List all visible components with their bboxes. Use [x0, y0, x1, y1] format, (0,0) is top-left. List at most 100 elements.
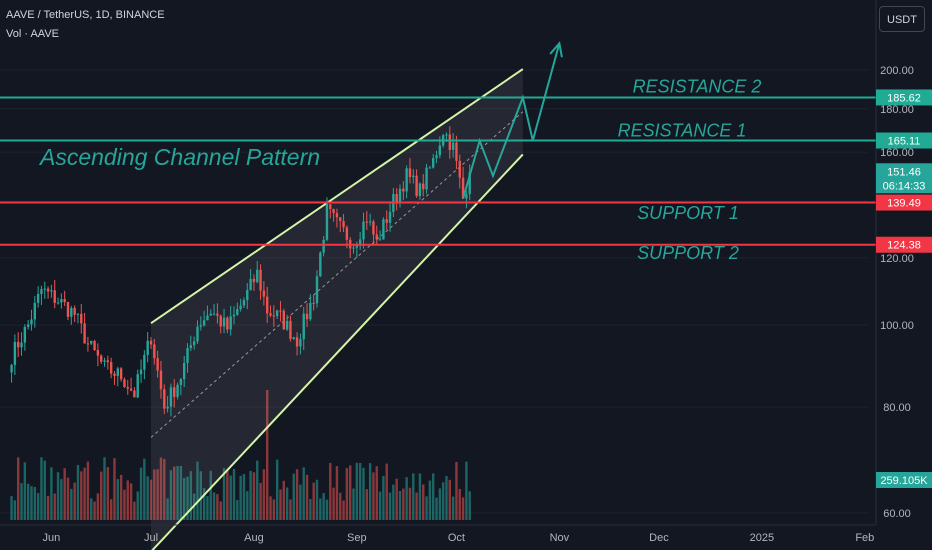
candle-body[interactable] — [202, 320, 206, 326]
candle-body[interactable] — [36, 294, 40, 303]
candle-body[interactable] — [342, 221, 345, 228]
candle-body[interactable] — [465, 194, 468, 199]
candle-body[interactable] — [322, 239, 325, 253]
channel-upper-line[interactable] — [150, 68, 524, 324]
candle-body[interactable] — [239, 305, 242, 310]
candle-body[interactable] — [325, 204, 329, 240]
candle-body[interactable] — [295, 337, 299, 347]
candle-body[interactable] — [259, 269, 262, 291]
candle-body[interactable] — [279, 310, 282, 312]
candle-body[interactable] — [26, 324, 30, 327]
time-axis[interactable]: Jun Jul Aug Sep Oct Nov Dec 2025 Feb — [0, 524, 876, 544]
candle-body[interactable] — [388, 211, 392, 223]
candle-body[interactable] — [126, 387, 129, 389]
candle-body[interactable] — [319, 252, 322, 277]
candle-body[interactable] — [425, 167, 428, 190]
candle-body[interactable] — [385, 219, 388, 223]
candle-body[interactable] — [246, 290, 249, 301]
candle-body[interactable] — [192, 341, 196, 346]
projection-line[interactable] — [462, 43, 561, 199]
candle-body[interactable] — [113, 373, 116, 376]
candle-body[interactable] — [266, 296, 269, 314]
candle-body[interactable] — [329, 204, 332, 210]
candle-body[interactable] — [53, 290, 56, 303]
candle-body[interactable] — [365, 221, 368, 223]
candle-body[interactable] — [422, 183, 425, 190]
candle-body[interactable] — [455, 142, 458, 161]
candle-body[interactable] — [109, 362, 113, 374]
candle-body[interactable] — [86, 343, 90, 345]
candle-body[interactable] — [163, 389, 166, 409]
candle-body[interactable] — [332, 209, 335, 214]
candle-body[interactable] — [123, 379, 126, 388]
candle-body[interactable] — [335, 213, 339, 218]
horizontal-levels[interactable] — [0, 96, 876, 246]
candle-body[interactable] — [196, 326, 199, 342]
candle-body[interactable] — [355, 244, 359, 248]
candle-body[interactable] — [149, 340, 153, 345]
candle-body[interactable] — [212, 313, 216, 315]
ascending-channel[interactable] — [150, 68, 524, 550]
candle-body[interactable] — [20, 342, 23, 348]
candle-body[interactable] — [17, 341, 20, 348]
candle-body[interactable] — [398, 188, 402, 202]
candle-body[interactable] — [312, 302, 315, 304]
candle-body[interactable] — [242, 300, 246, 306]
candle-body[interactable] — [133, 390, 136, 398]
candle-body[interactable] — [232, 314, 236, 317]
candle-body[interactable] — [116, 368, 119, 376]
candle-body[interactable] — [106, 360, 110, 363]
candle-body[interactable] — [309, 302, 312, 320]
candle-body[interactable] — [269, 313, 272, 316]
candle-body[interactable] — [136, 374, 139, 398]
candle-body[interactable] — [382, 219, 385, 240]
candle-body[interactable] — [289, 320, 292, 339]
candle-body[interactable] — [345, 227, 349, 240]
candle-body[interactable] — [80, 313, 83, 324]
candle-body[interactable] — [173, 387, 176, 397]
candle-body[interactable] — [73, 307, 76, 315]
candle-body[interactable] — [30, 319, 33, 325]
candle-body[interactable] — [358, 239, 362, 245]
candle-body[interactable] — [299, 339, 302, 347]
candle-body[interactable] — [146, 340, 149, 355]
candle-body[interactable] — [13, 341, 17, 365]
candle-body[interactable] — [375, 234, 378, 240]
candle-body[interactable] — [272, 315, 276, 317]
candle-body[interactable] — [262, 290, 266, 297]
candle-body[interactable] — [183, 362, 186, 380]
candle-body[interactable] — [153, 344, 156, 359]
candle-body[interactable] — [40, 289, 43, 295]
candle-body[interactable] — [438, 145, 442, 156]
candle-body[interactable] — [216, 313, 219, 316]
candle-body[interactable] — [139, 369, 143, 375]
candle-body[interactable] — [362, 221, 365, 240]
candle-body[interactable] — [169, 387, 173, 407]
symbol-title[interactable]: AAVE / TetherUS, 1D, BINANCE — [6, 9, 165, 21]
candle-body[interactable] — [249, 278, 252, 291]
candle-body[interactable] — [63, 299, 66, 303]
currency-button[interactable]: USDT — [879, 6, 925, 32]
candle-body[interactable] — [315, 276, 319, 304]
candle-body[interactable] — [415, 175, 418, 197]
candle-body[interactable] — [412, 175, 415, 178]
candle-body[interactable] — [166, 406, 169, 409]
candle-body[interactable] — [352, 247, 355, 249]
channel-lower-line[interactable] — [151, 153, 524, 550]
projection-path[interactable] — [462, 41, 563, 199]
candle-body[interactable] — [23, 326, 27, 343]
candle-body[interactable] — [256, 269, 259, 283]
candle-body[interactable] — [50, 290, 53, 292]
candle-body[interactable] — [179, 379, 183, 385]
candle-body[interactable] — [451, 142, 455, 150]
candle-body[interactable] — [189, 345, 193, 349]
candle-body[interactable] — [70, 307, 73, 317]
candle-body[interactable] — [60, 299, 63, 303]
candle-body[interactable] — [76, 313, 80, 315]
candle-body[interactable] — [305, 313, 309, 320]
candle-body[interactable] — [119, 368, 123, 380]
candle-body[interactable] — [10, 364, 13, 373]
candle-body[interactable] — [461, 177, 465, 199]
candle-body[interactable] — [252, 278, 256, 283]
candle-body[interactable] — [292, 337, 295, 339]
